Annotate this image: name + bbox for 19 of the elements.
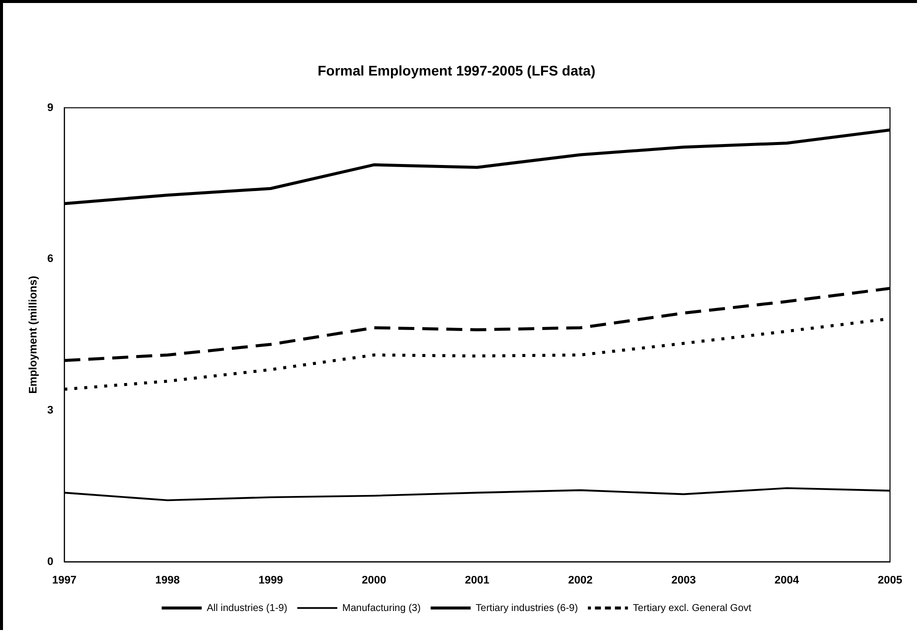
x-tick-label: 2001 [464, 574, 490, 586]
y-axis-title: Employment (millions) [28, 275, 40, 394]
legend-label: Manufacturing (3) [342, 602, 421, 614]
x-tick-label: 2000 [362, 574, 386, 586]
x-tick-label: 1997 [52, 574, 77, 586]
chart-title: Formal Employment 1997-2005 (LFS data) [318, 62, 596, 78]
legend-label: All industries (1-9) [206, 602, 288, 614]
x-tick-label: 2003 [671, 574, 696, 586]
y-tick-label: 0 [47, 556, 54, 568]
y-tick-label: 9 [47, 102, 54, 114]
x-tick-label: 2002 [568, 574, 593, 586]
y-tick-label: 3 [47, 404, 54, 416]
x-tick-label: 2005 [878, 574, 902, 586]
x-tick-label: 1998 [155, 574, 180, 586]
legend-label: Tertiary industries (6-9) [476, 602, 578, 614]
legend-label: Tertiary excl. General Govt [632, 602, 752, 614]
x-tick-label: 2004 [774, 574, 800, 586]
x-tick-label: 1999 [258, 574, 283, 586]
y-tick-label: 6 [47, 253, 54, 266]
